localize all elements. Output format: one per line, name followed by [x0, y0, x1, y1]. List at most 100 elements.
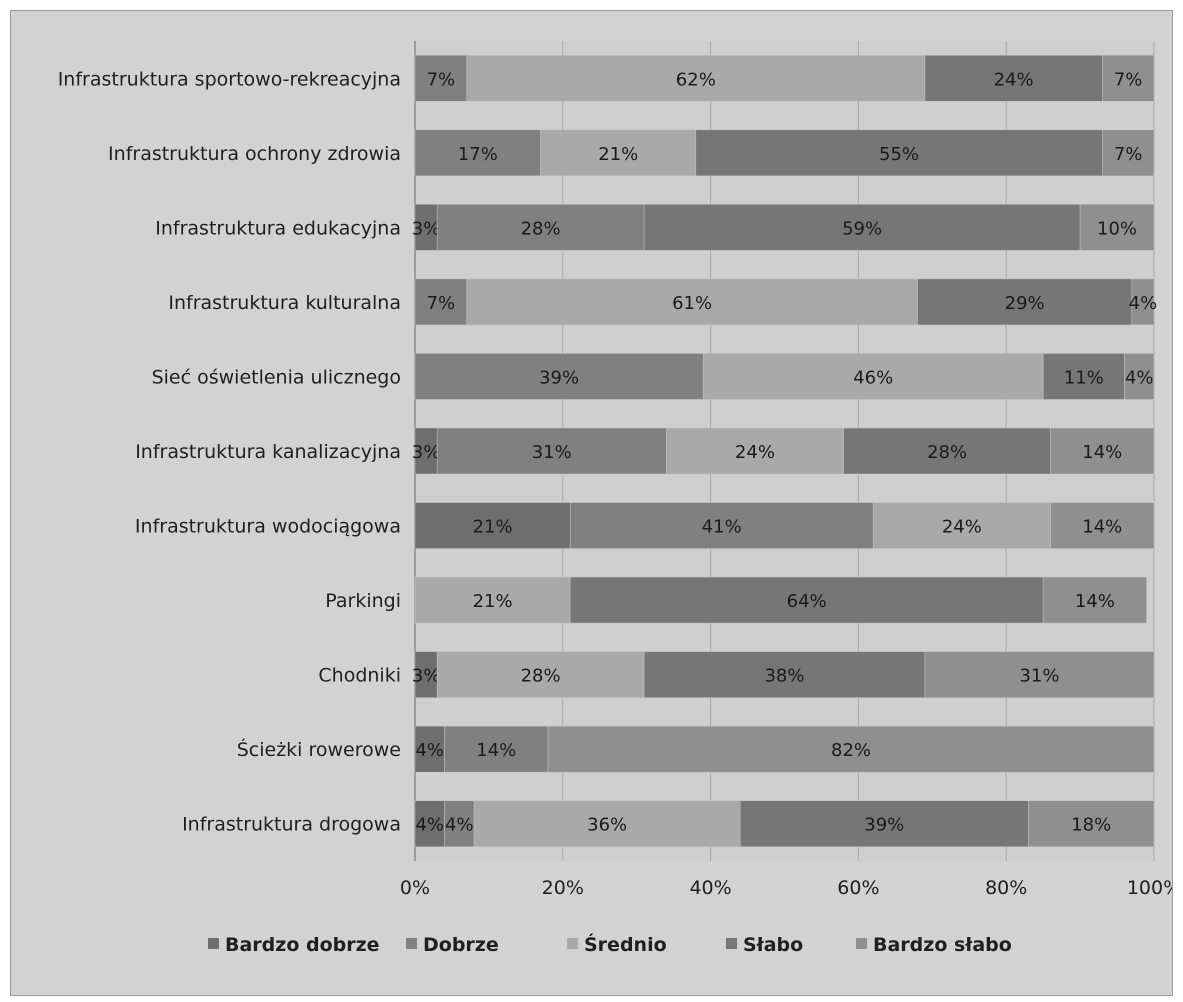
- data-label: 21%: [598, 144, 638, 165]
- data-label: 31%: [532, 442, 572, 463]
- bar-segment: [444, 725, 549, 773]
- data-label: 46%: [853, 367, 893, 388]
- bar-segment: [444, 800, 475, 847]
- data-label: 17%: [458, 144, 498, 165]
- x-tick-label: 40%: [689, 877, 731, 899]
- data-label: 39%: [864, 815, 904, 836]
- category-labels: Infrastruktura sportowo-rekreacyjna Infra…: [58, 68, 401, 835]
- legend-swatch: [856, 938, 867, 949]
- bar-segment: [843, 427, 1051, 475]
- x-tick-label: 60%: [837, 877, 879, 899]
- data-label: 7%: [427, 293, 456, 314]
- data-label: 3%: [412, 442, 441, 463]
- category-label: Chodniki: [318, 665, 401, 687]
- legend-swatch: [406, 938, 417, 949]
- data-label: 7%: [1114, 144, 1143, 165]
- legend-swatch: [208, 938, 219, 949]
- data-label: 14%: [1082, 442, 1122, 463]
- bar-segment: [1050, 427, 1155, 475]
- legend-label: Dobrze: [423, 934, 499, 956]
- bar-segment: [414, 725, 445, 773]
- bars: 7% 62% 24% 7% 17% 21% 55% 7% 3% 28% 59% 10% 7% 61% 29%…: [412, 55, 1158, 847]
- category-label: Infrastruktura sportowo-rekreacyjna: [58, 68, 401, 90]
- data-label: 55%: [879, 144, 919, 165]
- data-label: 62%: [676, 69, 716, 90]
- data-label: 14%: [476, 740, 516, 761]
- bar-segment: [414, 800, 445, 847]
- x-tick-label: 80%: [985, 877, 1027, 899]
- category-label: Infrastruktura edukacyjna: [155, 217, 401, 239]
- data-label: 7%: [427, 69, 456, 90]
- data-label: 82%: [831, 740, 871, 761]
- bar-segment: [702, 353, 1044, 400]
- bar-segment: [1102, 129, 1155, 177]
- stacked-bar-chart: 7% 62% 24% 7% 17% 21% 55% 7% 3% 28% 59% 10% 7% 61% 29%…: [58, 41, 1173, 956]
- data-label: 38%: [764, 666, 804, 687]
- data-label: 7%: [1114, 69, 1143, 90]
- data-label: 4%: [415, 740, 444, 761]
- bar-segment: [643, 204, 1081, 251]
- data-label: 28%: [521, 218, 561, 239]
- category-label: Infrastruktura kulturalna: [168, 292, 401, 314]
- category-label: Infrastruktura wodociągowa: [135, 516, 401, 538]
- category-label: Sieć oświetlenia ulicznego: [152, 366, 401, 388]
- bar-segment: [1028, 800, 1155, 847]
- bar-segment: [414, 576, 571, 624]
- legend-label: Bardzo dobrze: [225, 934, 380, 956]
- bar-segment: [466, 278, 918, 326]
- bar-segment: [414, 353, 704, 400]
- category-label: Ścieżki rowerowe: [237, 737, 401, 761]
- data-label: 24%: [942, 517, 982, 538]
- data-label: 3%: [412, 666, 441, 687]
- data-label: 24%: [735, 442, 775, 463]
- bar-segment: [1124, 353, 1155, 400]
- bar-segment: [924, 651, 1155, 698]
- bar-segment: [739, 800, 1029, 847]
- legend-label: Średnio: [584, 932, 667, 956]
- legend: Bardzo dobrze Dobrze Średnio Słabo Bardzo sł…: [208, 932, 1012, 956]
- bar-segment: [414, 502, 571, 549]
- bar-segment: [666, 427, 844, 475]
- data-label: 24%: [994, 69, 1034, 90]
- x-axis-tick-labels: 0% 20% 40% 60% 80% 100%: [400, 877, 1173, 899]
- category-label: Infrastruktura kanalizacyjna: [135, 441, 401, 463]
- data-label: 14%: [1075, 591, 1115, 612]
- bar-segment: [1131, 278, 1155, 326]
- x-tick-label: 20%: [542, 877, 584, 899]
- bar-segment: [436, 204, 645, 251]
- data-label: 39%: [539, 367, 579, 388]
- legend-label: Bardzo słabo: [873, 934, 1012, 956]
- data-label: 4%: [1129, 293, 1158, 314]
- data-label: 61%: [672, 293, 712, 314]
- data-label: 3%: [412, 218, 441, 239]
- bar-segment: [1042, 576, 1147, 624]
- chart-frame: 7% 62% 24% 7% 17% 21% 55% 7% 3% 28% 59% 10% 7% 61% 29%…: [10, 10, 1173, 996]
- bar-segment: [872, 502, 1051, 549]
- data-label: 29%: [1005, 293, 1045, 314]
- bar-segment: [540, 129, 697, 177]
- data-label: 4%: [415, 815, 444, 836]
- bar-segment: [1042, 353, 1125, 400]
- data-label: 28%: [521, 666, 561, 687]
- data-label: 10%: [1097, 218, 1137, 239]
- data-label: 21%: [473, 591, 513, 612]
- data-label: 36%: [587, 815, 627, 836]
- bar-segment: [473, 800, 741, 847]
- bar-segment: [1079, 204, 1155, 251]
- legend-label: Słabo: [743, 934, 803, 956]
- bar-segment: [1102, 55, 1155, 102]
- data-label: 41%: [702, 517, 742, 538]
- data-label: 59%: [842, 218, 882, 239]
- bar-segment: [569, 576, 1044, 624]
- x-tick-label: 0%: [400, 877, 430, 899]
- bar-segment: [436, 651, 645, 698]
- data-label: 28%: [927, 442, 967, 463]
- data-label: 18%: [1071, 815, 1111, 836]
- x-tick-label: 100%: [1127, 877, 1173, 899]
- category-label: Infrastruktura ochrony zdrowia: [108, 143, 401, 165]
- bar-segment: [924, 55, 1103, 102]
- bar-segment: [569, 502, 874, 549]
- legend-swatch: [726, 938, 737, 949]
- data-label: 11%: [1064, 367, 1104, 388]
- data-label: 21%: [473, 517, 513, 538]
